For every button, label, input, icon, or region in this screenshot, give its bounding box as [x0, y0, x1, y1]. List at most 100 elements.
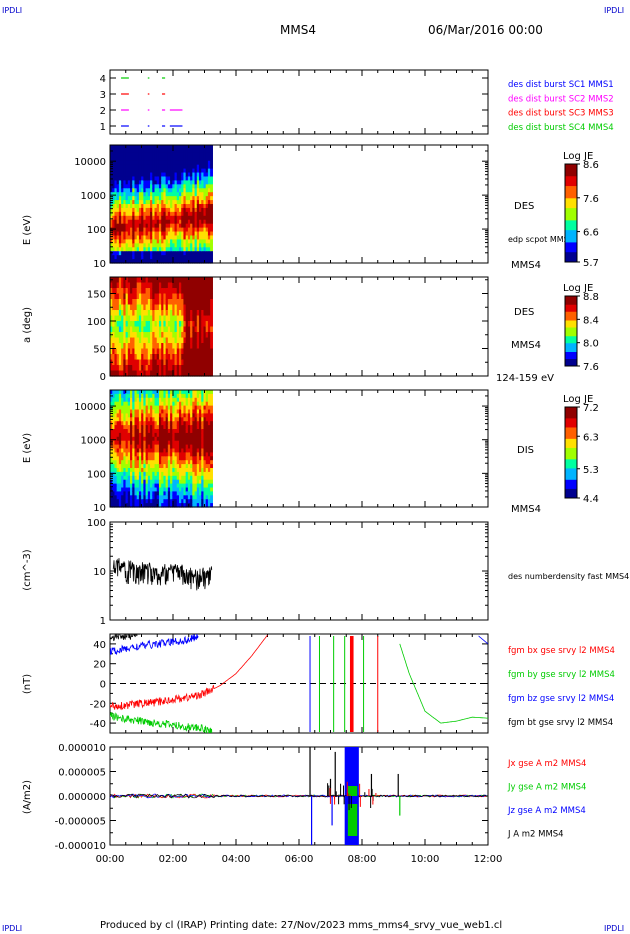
spectrogram-cell: [192, 440, 196, 446]
spectrogram-cell: [196, 223, 200, 229]
spectrogram-cell: [170, 365, 173, 372]
spectrogram-cell: [176, 491, 180, 496]
spectrogram-cell: [163, 152, 167, 158]
spectrogram-cell: [165, 397, 169, 403]
spectrogram-cell: [170, 444, 173, 450]
panel6-ytick-label: 40: [93, 640, 106, 651]
spectrogram-cell: [203, 207, 207, 213]
spectrogram-cell: [123, 176, 127, 181]
spectrogram-cell: [194, 332, 198, 339]
spectrogram-cell: [152, 343, 156, 350]
spectrogram-cell: [174, 211, 178, 217]
spectrogram-cell: [207, 200, 211, 205]
spectrogram-cell: [210, 239, 213, 244]
spectrogram-cell: [121, 436, 124, 442]
spectrogram-cell: [203, 239, 207, 244]
datetime-title: 06/Mar/2016 00:00: [428, 23, 543, 37]
spectrogram-cell: [114, 491, 118, 496]
spectrogram-cell: [123, 390, 127, 395]
spectrogram-cell: [136, 425, 140, 430]
dis-energy-colorbar-cell: [565, 470, 577, 474]
spectrogram-cell: [150, 304, 153, 311]
spectrogram-cell: [112, 223, 116, 229]
spectrogram-cell: [114, 148, 118, 154]
spectrogram-cell: [110, 460, 113, 465]
spectrogram-cell: [150, 172, 153, 178]
spectrogram-cell: [161, 259, 165, 264]
spectrogram-cell: [152, 429, 156, 434]
des-energy-colorbar-cell: [565, 164, 577, 167]
spectrogram-cell: [143, 326, 147, 333]
spectrogram-cell: [112, 468, 116, 473]
spectrogram-cell: [145, 160, 149, 166]
spectrogram-cell: [203, 448, 207, 453]
spectrogram-cell: [158, 483, 162, 489]
spectrogram-cell: [158, 471, 162, 477]
spectrogram-cell: [158, 491, 162, 496]
spectrogram-cell: [170, 475, 173, 481]
spectrogram-cell: [123, 452, 127, 457]
spectrogram-cell: [183, 200, 187, 205]
spectrogram-cell: [114, 192, 118, 197]
bfield-line-00cc00: [110, 643, 488, 733]
spectrogram-cell: [192, 425, 196, 430]
spectrogram-cell: [190, 145, 193, 150]
spectrogram-cell: [183, 164, 187, 170]
spectrogram-cell: [158, 299, 162, 306]
panel1-ytick-label: 1: [100, 122, 106, 133]
spectrogram-cell: [207, 479, 211, 485]
spectrogram-cell: [147, 343, 151, 350]
spectrogram-cell: [187, 475, 191, 481]
spectrogram-cell: [207, 397, 211, 403]
spectrogram-cell: [178, 452, 182, 457]
spectrogram-cell: [116, 436, 120, 442]
spectrogram-cell: [156, 148, 160, 154]
spectrogram-cell: [112, 152, 116, 158]
spectrogram-cell: [116, 393, 120, 399]
spectrogram-cell: [141, 429, 144, 434]
spectrogram-cell: [163, 464, 167, 469]
spectrogram-cell: [150, 243, 153, 248]
spectrogram-cell: [145, 255, 149, 260]
spectrogram-cell: [110, 326, 113, 333]
spectrogram-cell: [174, 188, 178, 193]
spectrogram-cell: [156, 409, 160, 414]
spectrogram-cell: [176, 365, 180, 372]
spectrogram-cell: [152, 172, 156, 178]
spectrogram-cell: [172, 180, 176, 185]
spectrogram-cell: [194, 188, 198, 193]
spectrogram-cell: [141, 413, 144, 418]
spectrogram-cell: [205, 448, 209, 453]
spectrogram-cell: [199, 413, 202, 418]
spectrogram-cell: [125, 348, 129, 355]
spectrogram-cell: [130, 475, 133, 481]
spectrogram-cell: [112, 487, 116, 492]
spectrogram-cell: [190, 315, 193, 322]
des-pitch-colorbar-cell: [565, 353, 577, 356]
spectrogram-cell: [118, 215, 122, 221]
spectrogram-cell: [185, 425, 189, 430]
spectrogram-cell: [116, 479, 120, 485]
spectrogram-cell: [138, 343, 142, 350]
spectrogram-cell: [112, 337, 116, 344]
spectrogram-cell: [199, 211, 202, 217]
spectrogram-cell: [196, 227, 200, 233]
spectrogram-cell: [194, 409, 198, 414]
spectrogram-cell: [147, 475, 151, 481]
spectrogram-cell: [176, 479, 180, 485]
spectrogram-cell: [174, 277, 178, 284]
spectrogram-cell: [156, 337, 160, 344]
spectrogram-cell: [125, 425, 129, 430]
spectrogram-cell: [170, 299, 173, 306]
spectrogram-cell: [143, 176, 147, 181]
panel2-scpot-label: edp scpot MMS4: [508, 235, 574, 244]
spectrogram-cell: [141, 397, 144, 403]
spectrogram-cell: [114, 160, 118, 166]
spectrogram-cell: [194, 348, 198, 355]
spectrogram-cell: [161, 440, 165, 446]
spectrogram-cell: [194, 304, 198, 311]
spectrogram-cell: [138, 487, 142, 492]
spectrogram-cell: [136, 215, 140, 221]
spectrogram-cell: [205, 243, 209, 248]
spectrogram-cell: [201, 440, 205, 446]
